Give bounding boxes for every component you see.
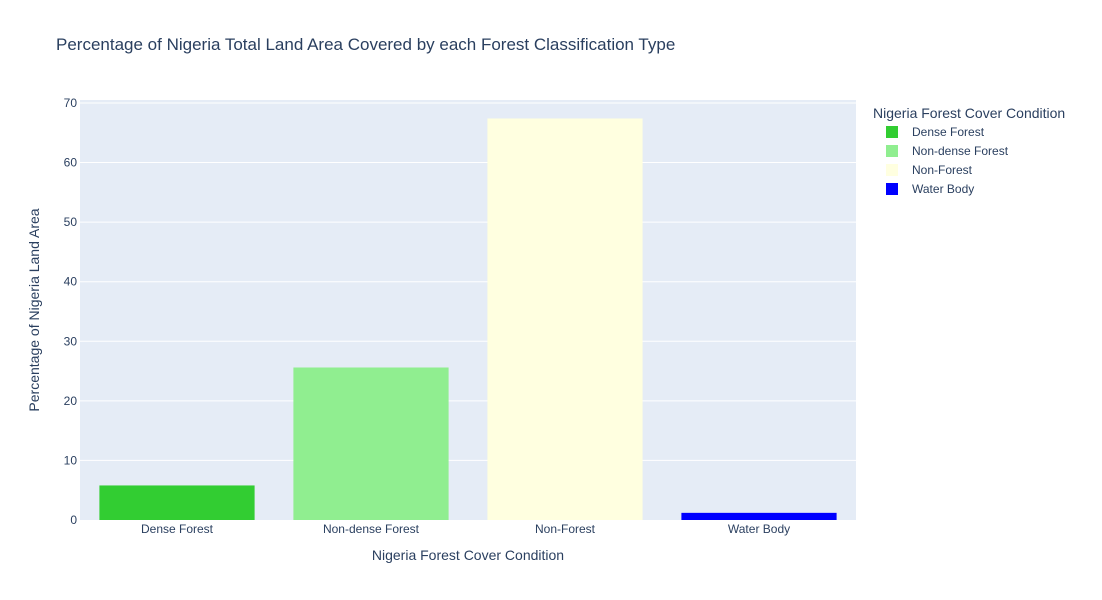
legend: Nigeria Forest Cover Condition Dense For… <box>873 105 1065 196</box>
y-tick-label: 30 <box>64 334 78 348</box>
legend-swatch <box>886 183 898 195</box>
y-tick-label: 50 <box>64 215 78 229</box>
gridlines <box>80 102 856 461</box>
x-tick-label: Dense Forest <box>141 522 214 536</box>
legend-item-label: Non-dense Forest <box>912 144 1009 158</box>
y-axis-title: Percentage of Nigeria Land Area <box>26 208 42 411</box>
y-tick-label: 20 <box>64 394 78 408</box>
y-tick-labels: 0 10 20 30 40 50 60 70 <box>64 96 78 527</box>
y-tick-label: 70 <box>64 96 78 110</box>
y-tick-label: 10 <box>64 453 78 467</box>
legend-item-label: Non-Forest <box>912 163 973 177</box>
y-tick-label: 60 <box>64 156 78 170</box>
legend-swatch <box>886 164 898 176</box>
bars <box>99 118 837 521</box>
y-tick-label: 40 <box>64 275 78 289</box>
bar <box>293 367 449 520</box>
legend-item-label: Water Body <box>912 182 974 196</box>
legend-swatch <box>886 145 898 157</box>
bar <box>681 512 837 520</box>
y-tick-label: 0 <box>70 513 77 527</box>
legend-swatch <box>886 126 898 138</box>
x-tick-label: Non-dense Forest <box>323 522 420 536</box>
bar <box>487 118 643 521</box>
chart-title: Percentage of Nigeria Total Land Area Co… <box>56 35 675 54</box>
legend-title: Nigeria Forest Cover Condition <box>873 105 1065 121</box>
plot-area <box>80 100 856 520</box>
bar <box>99 485 255 520</box>
x-tick-labels: Dense Forest Non-dense Forest Non-Forest Wa… <box>141 522 790 536</box>
x-tick-label: Water Body <box>728 522 790 536</box>
x-tick-label: Non-Forest <box>535 522 596 536</box>
x-axis-title: Nigeria Forest Cover Condition <box>372 547 564 563</box>
legend-item-label: Dense Forest <box>912 125 985 139</box>
